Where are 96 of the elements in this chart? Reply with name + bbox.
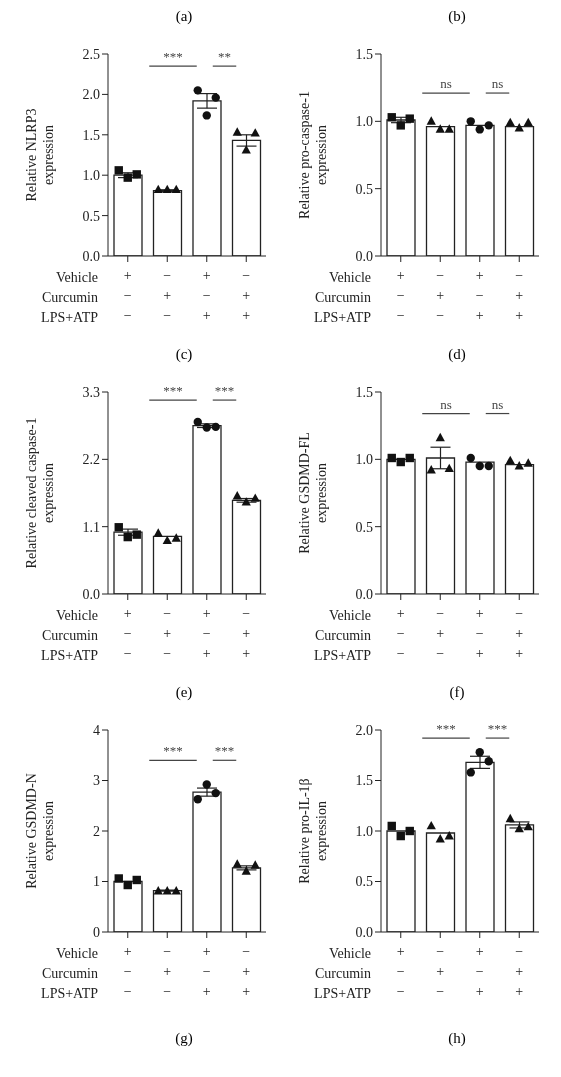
annotation: ***: [436, 721, 456, 737]
x-tick-label: − + −: [163, 944, 172, 999]
text: Vehicle: [56, 945, 98, 961]
x-tick-label: + − +: [202, 268, 211, 323]
annotation: ns: [491, 76, 504, 92]
y-tick-label: 0.0: [355, 586, 373, 602]
y-tick-label: 2: [93, 823, 100, 839]
y-tick-label: 3: [93, 773, 100, 789]
text: Vehicle: [329, 607, 371, 623]
text: Curcumin: [315, 627, 371, 643]
x-tick-label: + − −: [123, 944, 132, 999]
y-axis-title: Relative pro-IL-1β expression: [297, 778, 329, 884]
y-tick-label: 0.5: [355, 874, 373, 890]
text: LPS+ATP: [41, 647, 99, 663]
x-tick-label: − + +: [242, 606, 251, 661]
x-tick-label: − + −: [436, 944, 445, 999]
x-tick-label: + − +: [475, 606, 484, 661]
y-tick-label: 4: [93, 722, 100, 738]
y-tick-label: 1.0: [82, 168, 100, 184]
text: Curcumin: [315, 965, 371, 981]
y-tick-label: 0.0: [355, 924, 373, 940]
y-tick-label: 2.2: [82, 452, 100, 468]
x-tick-label: + − +: [202, 606, 211, 661]
y-tick-label: 1.5: [355, 46, 373, 62]
x-tick-label: + − +: [202, 944, 211, 999]
chart-title: (c): [174, 346, 194, 364]
y-axis-title: Relative NLRP3 expression: [24, 108, 56, 202]
chart-title: (f): [448, 684, 466, 702]
x-tick-label: − + +: [242, 268, 251, 323]
y-tick-label: 0.5: [82, 208, 100, 224]
y-tick-label: 3.3: [82, 384, 100, 400]
y-tick-label: 1.5: [355, 773, 373, 789]
y-axis-title: Relative GSDMD-N expression: [24, 773, 56, 889]
text: Curcumin: [42, 627, 98, 643]
chart-title: (e): [174, 684, 194, 702]
text: LPS+ATP: [314, 985, 372, 1001]
annotation: ***: [163, 49, 183, 65]
text: Vehicle: [329, 945, 371, 961]
x-tick-label: + − −: [123, 606, 132, 661]
x-tick-label: − + −: [436, 606, 445, 661]
chart-title: (a): [174, 8, 194, 26]
text: Vehicle: [56, 607, 98, 623]
y-tick-label: 0.0: [82, 586, 100, 602]
y-tick-label: 1.5: [82, 127, 100, 143]
x-tick-label: + − −: [396, 606, 405, 661]
y-tick-label: 2.0: [82, 87, 100, 103]
y-tick-label: 0.5: [355, 181, 373, 197]
y-tick-label: 1.0: [355, 452, 373, 468]
x-tick-label: + − −: [123, 268, 132, 323]
x-tick-label: − + −: [436, 268, 445, 323]
x-tick-label: + − −: [396, 944, 405, 999]
y-tick-label: 1.5: [355, 384, 373, 400]
annotation: ns: [440, 76, 452, 92]
y-tick-label: 1.0: [355, 114, 373, 130]
text: LPS+ATP: [41, 309, 99, 325]
annotation: **: [218, 49, 231, 65]
x-tick-label: − + −: [163, 268, 172, 323]
text: LPS+ATP: [314, 647, 372, 663]
y-axis-title: Relative cleaved caspase-1 expression: [24, 417, 56, 569]
text: (g): [174, 1030, 194, 1047]
x-tick-label: − + +: [515, 268, 524, 323]
y-tick-label: 0.0: [82, 248, 100, 264]
annotation: ***: [487, 721, 508, 737]
annotation: ns: [440, 396, 452, 412]
annotation: ns: [491, 396, 504, 412]
y-tick-label: 1: [93, 874, 100, 890]
y-axis-title: Relative pro-caspase-1 expression: [297, 91, 329, 219]
text: Curcumin: [42, 965, 98, 981]
x-tick-label: + − +: [475, 268, 484, 323]
annotation: ***: [214, 383, 235, 399]
text: Vehicle: [56, 269, 98, 285]
chart-title: (b): [447, 8, 467, 26]
text: Curcumin: [315, 289, 371, 305]
chart-title: (d): [447, 346, 467, 364]
x-tick-label: − + +: [515, 944, 524, 999]
x-tick-label: + − +: [475, 944, 484, 999]
y-tick-label: 2.5: [82, 46, 100, 62]
x-tick-label: − + +: [515, 606, 524, 661]
y-tick-label: 1.1: [82, 519, 100, 535]
y-tick-label: 0: [93, 924, 100, 940]
y-axis-title: Relative GSDMD-FL expression: [297, 432, 329, 554]
x-tick-label: + − −: [396, 268, 405, 323]
text: Curcumin: [42, 289, 98, 305]
annotation: ***: [163, 743, 183, 759]
text: (h): [447, 1030, 467, 1047]
text: Vehicle: [329, 269, 371, 285]
y-tick-label: 0.0: [355, 248, 373, 264]
annotation: ***: [163, 383, 183, 399]
y-tick-label: 0.5: [355, 519, 373, 535]
x-tick-label: − + −: [163, 606, 172, 661]
annotation: ***: [214, 743, 235, 759]
text: LPS+ATP: [314, 309, 372, 325]
text: LPS+ATP: [41, 985, 99, 1001]
y-tick-label: 2.0: [355, 722, 373, 738]
y-tick-label: 1.0: [355, 823, 373, 839]
x-tick-label: − + +: [242, 944, 251, 999]
